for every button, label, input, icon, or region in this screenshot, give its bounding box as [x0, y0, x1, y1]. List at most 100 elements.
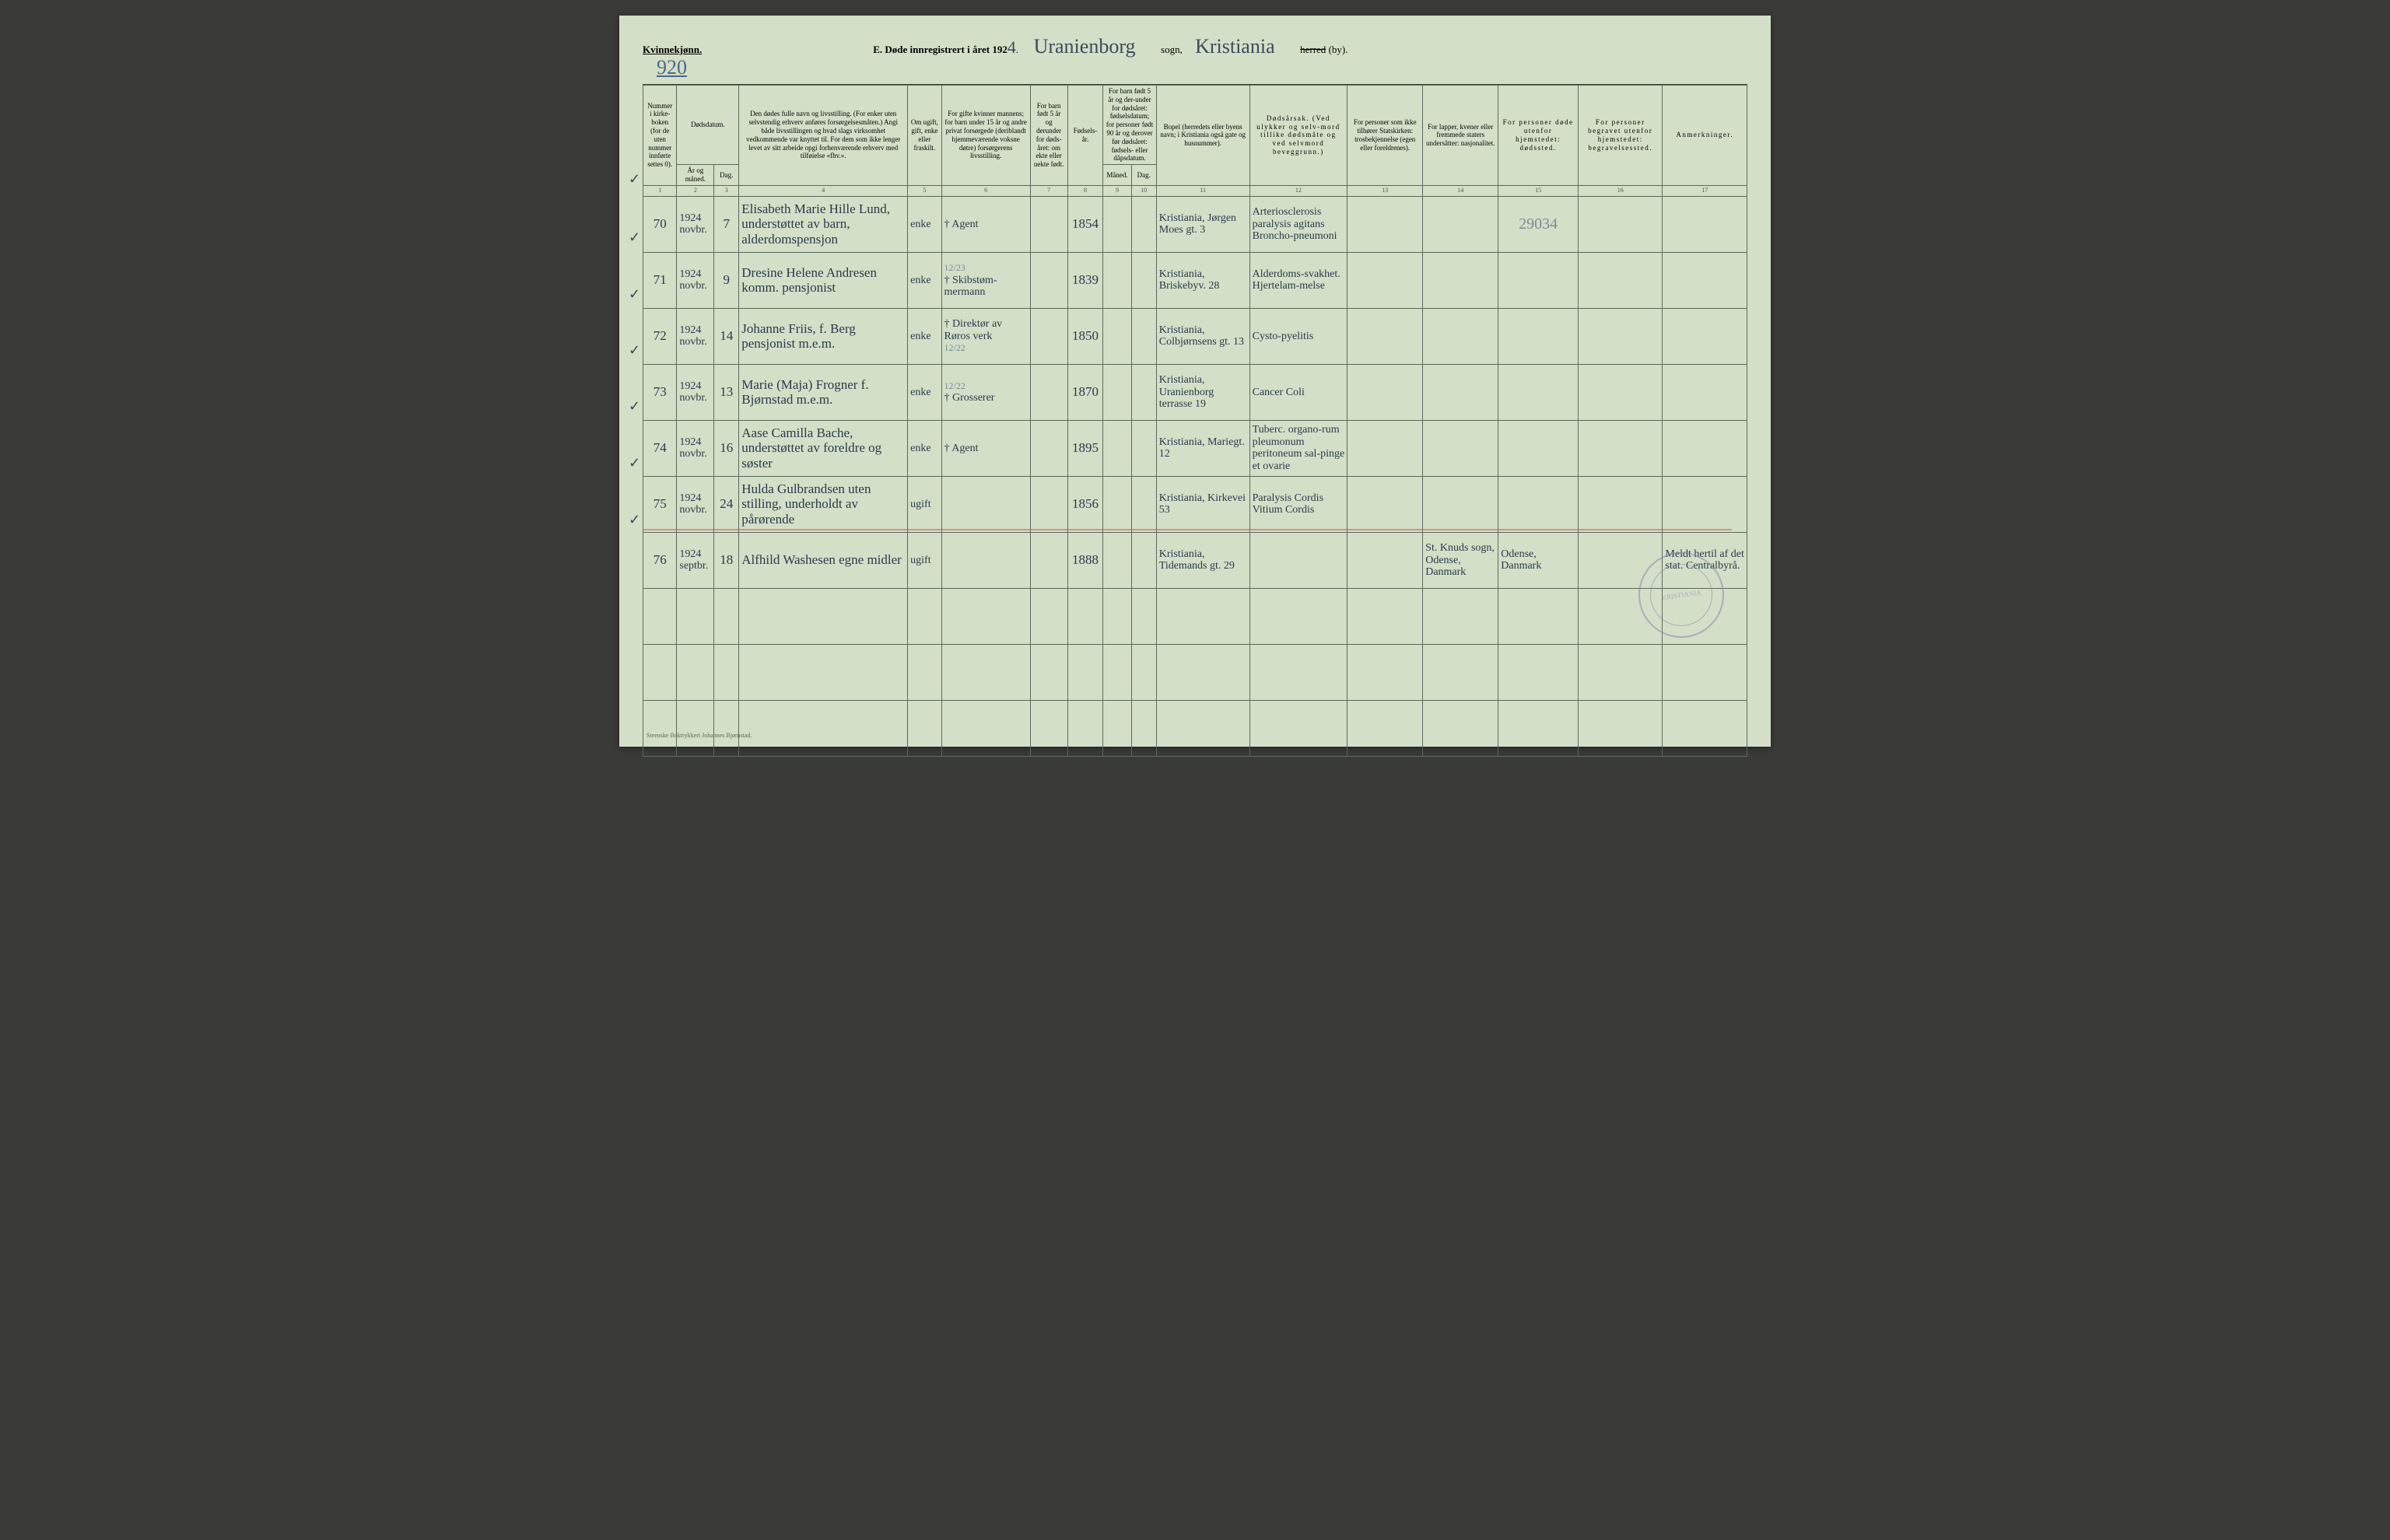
entry-ekte [1030, 532, 1067, 588]
empty-row [643, 588, 1747, 644]
colnum-1: 1 [643, 185, 677, 196]
entry-spouse: † Agent [941, 196, 1030, 252]
entry-bday [1131, 364, 1156, 420]
col-16-header: For personer begravet utenfor hjemstedet… [1578, 86, 1662, 186]
entry-burial [1578, 420, 1662, 476]
col-13-header: For personer som ikke tilhører Statskirk… [1347, 86, 1423, 186]
entry-row: 70 1924 novbr. 7 Elisabeth Marie Hille L… [643, 196, 1747, 252]
col-2-header: Dødsdatum. [677, 86, 739, 165]
entry-spouse [941, 532, 1030, 588]
entry-yearmonth: 1924 novbr. [677, 364, 714, 420]
entry-born: 1895 [1067, 420, 1103, 476]
entry-spouse: † Agent [941, 420, 1030, 476]
ledger-table: Nummer i kirke-boken (for de uten nummer… [643, 85, 1747, 757]
colnum-3: 3 [714, 185, 739, 196]
colnum-14: 14 [1423, 185, 1498, 196]
entry-deathplace [1498, 252, 1579, 308]
entry-born: 1839 [1067, 252, 1103, 308]
entry-faith [1347, 420, 1423, 476]
colnum-12: 12 [1249, 185, 1347, 196]
col-2b-header: Dag. [714, 165, 739, 186]
check-icon: ✓ [629, 171, 640, 187]
colnum-8: 8 [1067, 185, 1103, 196]
entry-bopel: Kristiania, Colbjørnsens gt. 13 [1156, 308, 1249, 364]
gender-label: Kvinnekjønn. [643, 44, 702, 55]
entry-nationality [1423, 308, 1498, 364]
entry-bopel: Kristiania, Briskebyv. 28 [1156, 252, 1249, 308]
entry-day: 18 [714, 532, 739, 588]
col-2a-header: År og måned. [677, 165, 714, 186]
col-14-header: For lapper, kvener eller fremmede stater… [1423, 86, 1498, 186]
entry-bopel: Kristiania, Jørgen Moes gt. 3 [1156, 196, 1249, 252]
check-icon: ✓ [629, 455, 640, 471]
entry-cause: Arteriosclerosis paralysis agitans Bronc… [1249, 196, 1347, 252]
entry-name: Aase Camilla Bache, understøttet av fore… [739, 420, 908, 476]
col-1-header: Nummer i kirke-boken (for de uten nummer… [643, 86, 677, 186]
entry-yearmonth: 1924 novbr. [677, 252, 714, 308]
col-4-header: Den dødes fulle navn og livsstilling. (F… [739, 86, 908, 186]
entry-deathplace [1498, 476, 1579, 532]
colnum-4: 4 [739, 185, 908, 196]
column-number-row: 1 2 3 4 5 6 7 8 9 10 11 12 13 14 15 16 1… [643, 185, 1747, 196]
entry-bmonth [1103, 532, 1132, 588]
entry-bopel: Kristiania, Kirkevei 53 [1156, 476, 1249, 532]
entry-day: 7 [714, 196, 739, 252]
entry-ekte [1030, 196, 1067, 252]
entry-name: Dresine Helene Andresen komm. pensjonist [739, 252, 908, 308]
entry-nationality [1423, 476, 1498, 532]
entry-name: Elisabeth Marie Hille Lund, understøttet… [739, 196, 908, 252]
entry-number: 72 [643, 308, 677, 364]
entry-row: 73 1924 novbr. 13 Marie (Maja) Frogner f… [643, 364, 1747, 420]
entry-spouse: 12/22† Grosserer [941, 364, 1030, 420]
entry-status: enke [908, 252, 941, 308]
colnum-11: 11 [1156, 185, 1249, 196]
entry-born: 1888 [1067, 532, 1103, 588]
colnum-13: 13 [1347, 185, 1423, 196]
entry-spouse: 12/23† Skibstøm-mermann [941, 252, 1030, 308]
entry-row: 71 1924 novbr. 9 Dresine Helene Andresen… [643, 252, 1747, 308]
entry-deathplace [1498, 420, 1579, 476]
entry-bday [1131, 252, 1156, 308]
entry-bday [1131, 308, 1156, 364]
form-letter: E. [873, 44, 882, 55]
entry-status: enke [908, 420, 941, 476]
check-icon: ✓ [629, 286, 640, 303]
colnum-17: 17 [1663, 185, 1747, 196]
ledger-page: Kvinnekjønn. 920 E. Døde innregistrert i… [619, 16, 1771, 747]
city-name: Kristiania [1195, 35, 1275, 58]
col-7-header: For barn født 5 år og derunder for døds-… [1030, 86, 1067, 186]
entry-remarks [1663, 476, 1747, 532]
check-icon: ✓ [629, 512, 640, 528]
empty-row [643, 700, 1747, 756]
entry-nationality [1423, 252, 1498, 308]
entry-remarks [1663, 308, 1747, 364]
entry-ekte [1030, 252, 1067, 308]
entry-faith [1347, 252, 1423, 308]
form-title: E. Døde innregistrert i året 1924. Urani… [873, 35, 1347, 58]
entry-name: Hulda Gulbrandsen uten stilling, underho… [739, 476, 908, 532]
entry-bopel: Kristiania, Mariegt. 12 [1156, 420, 1249, 476]
entry-name: Alfhild Washesen egne midler [739, 532, 908, 588]
entry-bday [1131, 532, 1156, 588]
page-number: 920 [657, 56, 687, 79]
entry-row: 75 1924 novbr. 24 Hulda Gulbrandsen uten… [643, 476, 1747, 532]
entry-day: 9 [714, 252, 739, 308]
entry-yearmonth: 1924 novbr. [677, 196, 714, 252]
stamp-text: KRISTIANIA [1661, 588, 1701, 601]
check-icon: ✓ [629, 398, 640, 415]
entry-faith [1347, 476, 1423, 532]
entry-spouse [941, 476, 1030, 532]
herred-struck: herred [1300, 44, 1326, 55]
entry-cause: Cysto-pyelitis [1249, 308, 1347, 364]
entry-row: 76 1924 septbr. 18 Alfhild Washesen egne… [643, 532, 1747, 588]
empty-row [643, 644, 1747, 700]
entry-deathplace: Odense, Danmark [1498, 532, 1579, 588]
entry-ekte [1030, 476, 1067, 532]
by-label: (by). [1329, 44, 1348, 55]
entry-row: 72 1924 novbr. 14 Johanne Friis, f. Berg… [643, 308, 1747, 364]
entry-name: Johanne Friis, f. Berg pensjonist m.e.m. [739, 308, 908, 364]
entry-bmonth [1103, 196, 1132, 252]
entry-number: 74 [643, 420, 677, 476]
entry-cause [1249, 532, 1347, 588]
colnum-6: 6 [941, 185, 1030, 196]
